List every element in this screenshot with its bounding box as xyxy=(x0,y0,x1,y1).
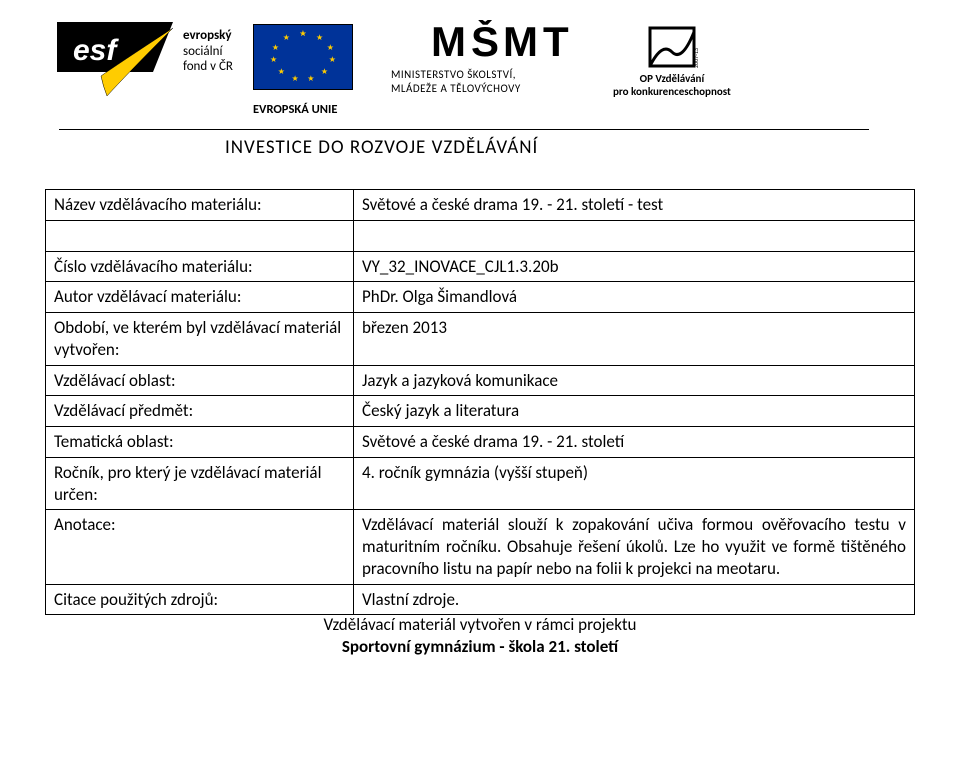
op-logo-block: 2007-13 OP Vzdělávání pro konkurencescho… xyxy=(613,20,731,98)
msmt-icon: M Š M T xyxy=(431,20,571,66)
cell-label: Autor vzdělávací materiálu: xyxy=(46,282,354,313)
eu-flag-icon: ★ ★ ★ ★ ★ ★ ★ ★ ★ ★ ★ ★ xyxy=(253,24,353,90)
esf-logo-block: esf evropský sociální fond v ČR xyxy=(55,20,233,98)
cell-value: Jazyk a jazyková komunikace xyxy=(354,365,915,396)
cell-label: Anotace: xyxy=(46,510,354,584)
table-row: Vzdělávací oblast: Jazyk a jazyková komu… xyxy=(46,365,915,396)
table-row: Číslo vzdělávacího materiálu: VY_32_INOV… xyxy=(46,251,915,282)
footer-line1: Vzdělávací materiál vytvořen v rámci pro… xyxy=(45,614,915,636)
esf-line2: sociální xyxy=(183,44,233,60)
footer-line2: Sportovní gymnázium - škola 21. století xyxy=(45,636,915,658)
esf-line1: evropský xyxy=(183,28,233,44)
footer-block: Vzdělávací materiál vytvořen v rámci pro… xyxy=(45,614,915,658)
cell-label: Ročník, pro který je vzdělávací materiál… xyxy=(46,457,354,510)
table-row: Citace použitých zdrojů: Vlastní zdroje. xyxy=(46,584,915,615)
cell-value: Vlastní zdroje. xyxy=(354,584,915,615)
msmt-line1: MINISTERSTVO ŠKOLSTVÍ, xyxy=(391,68,571,82)
msmt-logo-block: M Š M T MINISTERSTVO ŠKOLSTVÍ, MLÁDEŽE A… xyxy=(391,20,571,96)
cell-label: Tematická oblast: xyxy=(46,427,354,458)
svg-text:2007-13: 2007-13 xyxy=(692,48,700,68)
svg-text:M: M xyxy=(431,20,466,65)
cell-value: 4. ročník gymnázia (vyšší stupeň) xyxy=(354,457,915,510)
table-row: Autor vzdělávací materiálu: PhDr. Olga Š… xyxy=(46,282,915,313)
eu-label: EVROPSKÁ UNIE xyxy=(253,98,337,117)
svg-text:M: M xyxy=(503,20,538,65)
table-row: Tematická oblast: Světové a české drama … xyxy=(46,427,915,458)
op-icon: 2007-13 xyxy=(642,22,702,72)
cell-label: Období, ve kterém byl vzdělávací materiá… xyxy=(46,313,354,366)
cell-label: Číslo vzdělávacího materiálu: xyxy=(46,251,354,282)
table-row: Období, ve kterém byl vzdělávací materiá… xyxy=(46,313,915,366)
table-row: Anotace: Vzdělávací materiál slouží k zo… xyxy=(46,510,915,584)
svg-text:esf: esf xyxy=(73,34,119,67)
esf-icon: esf xyxy=(55,20,175,98)
cell-value: PhDr. Olga Šimandlová xyxy=(354,282,915,313)
cell-label: Vzdělávací oblast: xyxy=(46,365,354,396)
cell-value: VY_32_INOVACE_CJL1.3.20b xyxy=(354,251,915,282)
table-row: Vzdělávací předmět: Český jazyk a litera… xyxy=(46,396,915,427)
esf-line3: fond v ČR xyxy=(183,59,233,75)
document-page: esf evropský sociální fond v ČR ★ ★ ★ ★ … xyxy=(0,0,960,658)
cell-label: Vzdělávací předmět: xyxy=(46,396,354,427)
svg-text:Š: Š xyxy=(471,20,499,65)
metadata-table: Název vzdělávacího materiálu: Světové a … xyxy=(45,189,915,615)
table-row: Název vzdělávacího materiálu: Světové a … xyxy=(46,190,915,221)
cell-empty xyxy=(354,220,915,251)
cell-value: březen 2013 xyxy=(354,313,915,366)
header-logo-strip: esf evropský sociální fond v ČR ★ ★ ★ ★ … xyxy=(45,20,915,117)
op-line2: pro konkurenceschopnost xyxy=(613,85,731,98)
op-line1: OP Vzdělávání xyxy=(613,72,731,85)
cell-value: Světové a české drama 19. - 21. století xyxy=(354,427,915,458)
esf-text: evropský sociální fond v ČR xyxy=(183,20,233,75)
cell-value: Český jazyk a literatura xyxy=(354,396,915,427)
svg-text:T: T xyxy=(543,20,569,65)
cell-label: Název vzdělávacího materiálu: xyxy=(46,190,354,221)
cell-value: Světové a české drama 19. - 21. století … xyxy=(354,190,915,221)
eu-logo-block: ★ ★ ★ ★ ★ ★ ★ ★ ★ ★ ★ ★ EVROPSKÁ UNIE xyxy=(253,20,353,117)
table-row-spacer xyxy=(46,220,915,251)
cell-empty xyxy=(46,220,354,251)
cell-value: Vzdělávací materiál slouží k zopakování … xyxy=(354,510,915,584)
table-row: Ročník, pro který je vzdělávací materiál… xyxy=(46,457,915,510)
tagline: INVESTICE DO ROZVOJE VZDĚLÁVÁNÍ xyxy=(225,136,915,159)
cell-label: Citace použitých zdrojů: xyxy=(46,584,354,615)
header-divider xyxy=(59,129,869,130)
msmt-line2: MLÁDEŽE A TĚLOVÝCHOVY xyxy=(391,82,571,96)
